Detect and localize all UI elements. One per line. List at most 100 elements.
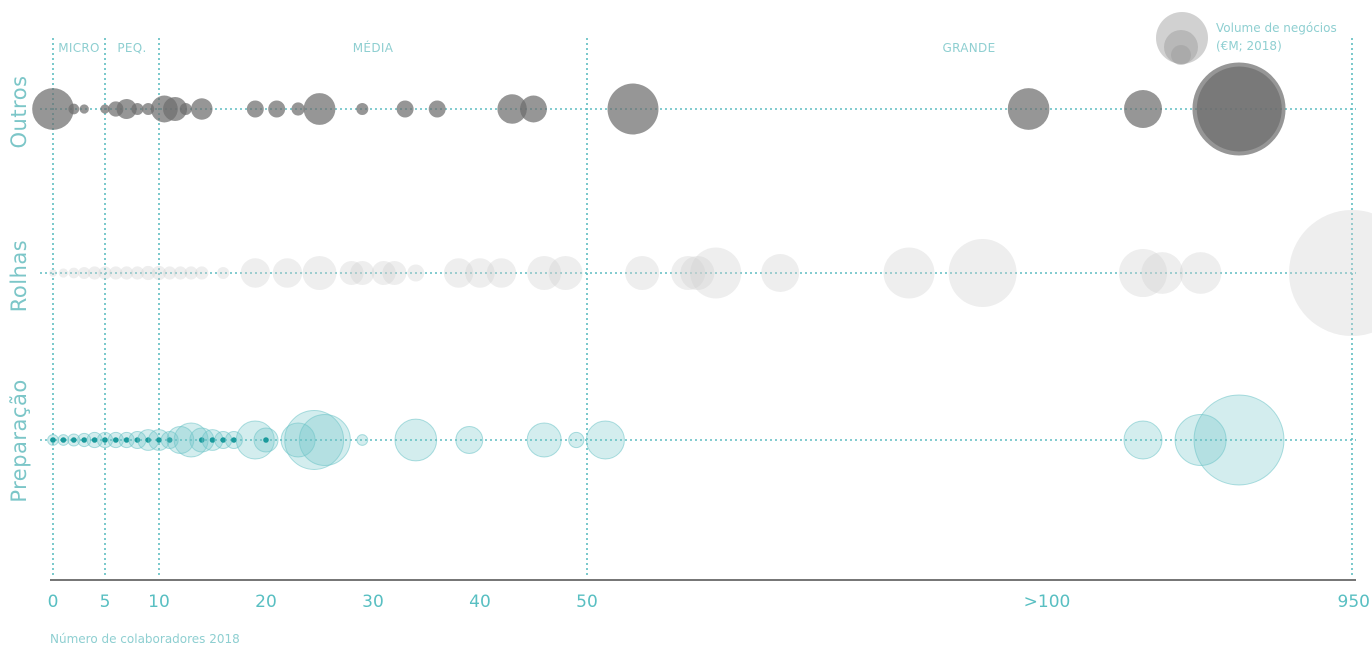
x-tick-label: 20: [255, 592, 277, 612]
band-label: PEQ.: [117, 41, 146, 55]
bubble-point: [58, 268, 69, 278]
bubble-core: [209, 437, 216, 443]
bubble-point: [268, 100, 286, 118]
bubble-point: [625, 256, 660, 290]
bubble-point: [217, 266, 230, 280]
bubble-point: [130, 266, 144, 280]
bubble-point: [1123, 89, 1163, 129]
row-label: Preparação: [7, 379, 31, 502]
bubble-core: [123, 437, 130, 443]
x-tick-label: 950: [1338, 592, 1370, 612]
x-tick-label: 10: [148, 592, 170, 612]
bubble-point: [173, 266, 187, 280]
bubble-point: [100, 104, 110, 114]
bubble-point: [520, 95, 547, 123]
bubble-point: [246, 100, 264, 118]
bubble-point: [1118, 248, 1168, 298]
bubble-point: [302, 256, 337, 290]
bubble-point: [486, 258, 517, 288]
bubble-point: [526, 422, 562, 458]
bubble-point: [280, 422, 316, 458]
bubble-point: [272, 258, 303, 288]
x-tick-label: 30: [362, 592, 384, 612]
bubble-core: [166, 437, 173, 443]
bubble-point: [98, 266, 112, 280]
bubble-point: [350, 260, 375, 286]
bubble-point: [109, 266, 123, 280]
bubble-point: [1179, 252, 1222, 294]
bubble-point: [455, 426, 484, 454]
bubble-core: [81, 437, 87, 443]
bubble-point: [284, 410, 345, 470]
bubble-point: [690, 247, 742, 299]
bubble-point: [1288, 209, 1372, 337]
bubble-core: [113, 437, 119, 443]
bubble-point: [88, 266, 102, 280]
bubble-point: [671, 256, 706, 290]
bubble-core: [231, 437, 237, 443]
bubble-point: [607, 83, 659, 135]
bubble-point: [141, 265, 156, 281]
bubble-point: [1141, 252, 1184, 294]
bubble-point: [527, 256, 562, 290]
bubble-core: [102, 437, 108, 443]
bubble-point: [883, 247, 935, 299]
bubble-point: [179, 102, 192, 116]
band-label: MÉDIA: [353, 40, 394, 55]
band-guides: [52, 38, 1353, 578]
bubble-core: [60, 437, 67, 443]
band-label: GRANDE: [943, 41, 996, 55]
legend-title: Volume de negócios: [1216, 21, 1337, 35]
bubble-point: [78, 266, 91, 280]
bubble-point: [465, 258, 495, 288]
legend-bubble: [1156, 12, 1208, 64]
bubble-point: [1174, 414, 1227, 466]
row-labels: Outros Rolhas Preparação: [7, 75, 31, 502]
legend-bubble: [1171, 45, 1191, 65]
band-label: MICRO: [58, 41, 100, 55]
bubble-point: [339, 260, 364, 286]
bubble-point: [356, 102, 369, 116]
bubble-point: [585, 420, 625, 460]
bubble-point: [79, 104, 89, 114]
bubble-core: [220, 437, 226, 443]
bubble-point: [497, 94, 527, 124]
bubble-point: [151, 265, 167, 281]
bubble-point: [1193, 394, 1285, 486]
bubble-point: [163, 96, 188, 122]
bubble-core: [71, 437, 77, 443]
bubble-point: [548, 256, 583, 290]
band-labels: MICRO PEQ. MÉDIA GRANDE: [58, 40, 995, 55]
x-axis: 0 5 10 20 30 40 50 >100 950: [48, 579, 1370, 612]
x-tick-label: >100: [1024, 592, 1071, 612]
bubble-point: [371, 260, 396, 286]
bubble-point: [68, 103, 80, 115]
bubble-point: [131, 102, 144, 116]
bubble-point: [142, 102, 155, 116]
x-tick-label: 5: [100, 592, 111, 612]
bubble-point: [680, 256, 715, 290]
bubble-point: [195, 266, 209, 280]
bubble-point: [240, 258, 271, 288]
bubble-point: [163, 266, 177, 280]
bubble-point: [298, 414, 351, 466]
bubble-core: [263, 437, 269, 443]
bubble-point: [116, 98, 137, 120]
legend-unit: (€M; 2018): [1216, 39, 1282, 53]
bubble-point: [396, 100, 414, 118]
bubble-core: [50, 437, 56, 443]
bubble-point: [356, 434, 369, 446]
bubbles: [32, 62, 1372, 486]
size-legend: Volume de negócios (€M; 2018): [1156, 12, 1337, 65]
legend-bubble: [1164, 30, 1198, 64]
bubble-point: [184, 266, 198, 280]
bubble-point: [303, 93, 336, 125]
x-axis-title: Número de colaboradores 2018: [50, 632, 240, 646]
bubble-point: [428, 100, 446, 118]
bubble-point: [948, 239, 1017, 307]
x-tick-label: 0: [48, 592, 59, 612]
bubble-point: [407, 264, 425, 282]
bubble-point: [291, 102, 305, 116]
bubble-point: [1007, 88, 1050, 130]
